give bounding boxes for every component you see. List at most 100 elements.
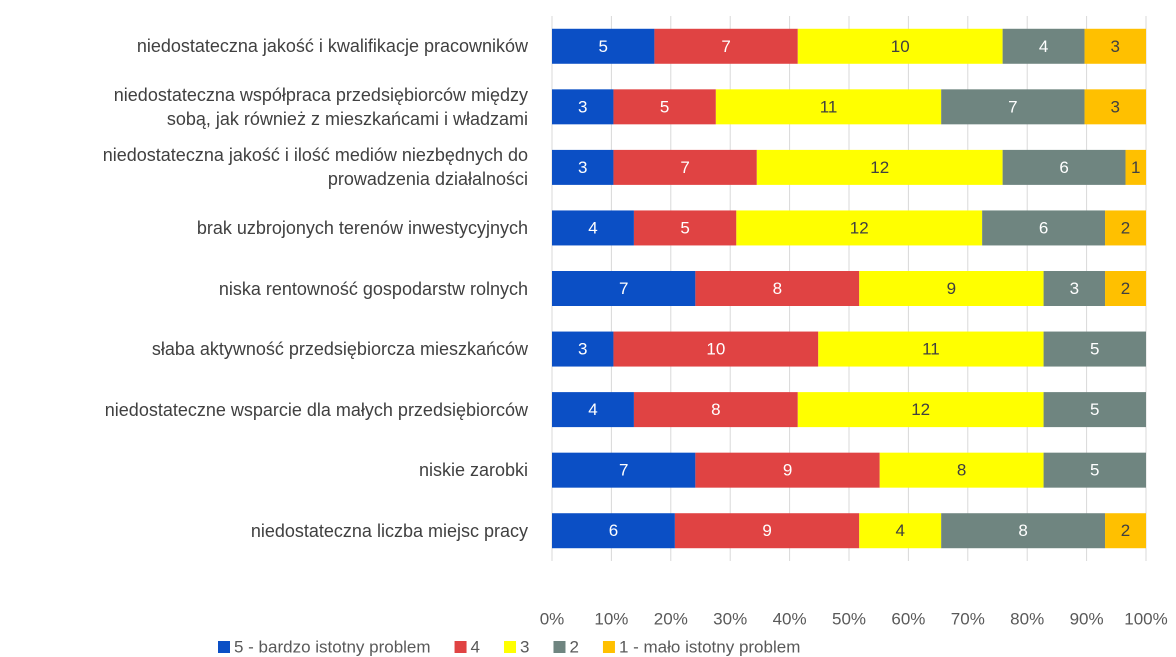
bar-segment: [879, 452, 1044, 488]
bar-segment: [1084, 28, 1146, 64]
bar-segment: [552, 149, 614, 185]
data-label: 7: [680, 158, 689, 177]
x-tick-label: 70%: [951, 609, 985, 628]
bar-segment: [756, 149, 1003, 185]
bar-segment: [674, 513, 860, 549]
data-label: 5: [598, 37, 607, 56]
bar-segment: [859, 513, 942, 549]
category-label: niedostateczna liczba miejsc pracy: [250, 520, 528, 541]
bar-segment: [982, 210, 1106, 246]
legend-swatch: [602, 641, 615, 653]
x-tick-label: 20%: [654, 609, 688, 628]
bar-segment: [941, 513, 1106, 549]
data-label: 7: [721, 37, 730, 56]
bar-segment: [654, 28, 798, 64]
bar-segment: [1084, 89, 1146, 125]
legend-label: 5 - bardzo istotny problem: [234, 637, 431, 656]
data-label: 9: [947, 279, 956, 298]
legend-swatch: [504, 641, 517, 653]
data-label: 10: [891, 37, 910, 56]
bar-segment: [613, 149, 757, 185]
data-label: 12: [870, 158, 889, 177]
data-label: 5: [680, 218, 689, 237]
legend-label: 2: [569, 637, 578, 656]
category-label: brak uzbrojonych terenów inwestycyjnych: [196, 217, 528, 238]
bar-segment: [1105, 513, 1146, 549]
data-label: 2: [1121, 218, 1130, 237]
bar-segment: [552, 89, 614, 125]
data-label: 9: [783, 461, 792, 480]
bar-segment: [633, 392, 798, 428]
bar-segment: [695, 271, 860, 306]
bar-segment: [797, 28, 1003, 64]
x-tick-label: 100%: [1124, 609, 1167, 628]
data-label: 8: [711, 400, 720, 419]
x-tick-label: 30%: [713, 609, 747, 628]
bar-segment: [797, 392, 1044, 428]
bar-segment: [1002, 149, 1126, 185]
data-label: 6: [1059, 158, 1068, 177]
data-label: 10: [706, 340, 725, 359]
bar-segment: [552, 271, 696, 306]
data-label: 2: [1121, 521, 1130, 540]
data-label: 3: [1111, 97, 1120, 116]
data-label: 3: [578, 158, 587, 177]
bar-segment: [1125, 149, 1146, 185]
legend-swatch: [454, 641, 467, 653]
data-label: 6: [1039, 218, 1048, 237]
bar-segment: [1105, 210, 1146, 246]
category-label: niedostateczna jakość i ilość mediów nie…: [102, 145, 528, 190]
bar-segment: [613, 331, 819, 367]
data-label: 5: [1090, 340, 1099, 359]
data-label: 3: [578, 340, 587, 359]
category-label: słaba aktywność przedsiębiorcza mieszkań…: [151, 339, 528, 360]
legend-label: 3: [520, 637, 529, 656]
x-tick-label: 80%: [1010, 609, 1044, 628]
data-label: 4: [588, 400, 597, 419]
data-label: 8: [1018, 521, 1027, 540]
x-tick-label: 40%: [773, 609, 807, 628]
bar-segment: [1105, 271, 1146, 306]
data-label: 1: [1131, 158, 1140, 177]
data-label: 3: [578, 97, 587, 116]
x-tick-label: 50%: [832, 609, 866, 628]
bar-segment: [818, 331, 1044, 367]
x-tick-label: 90%: [1070, 609, 1104, 628]
legend-swatch: [218, 641, 230, 653]
bar-segment: [859, 271, 1044, 306]
category-label: niedostateczne wsparcie dla małych przed…: [104, 399, 528, 420]
data-label: 11: [922, 340, 940, 359]
data-label: 9: [762, 521, 771, 540]
bar-segment: [1043, 271, 1106, 306]
data-label: 5: [660, 97, 669, 116]
bar-segment: [1043, 392, 1146, 428]
bar-segment: [715, 89, 942, 125]
bar-segment: [552, 210, 634, 246]
data-label: 8: [957, 461, 966, 480]
bar-segment: [736, 210, 983, 246]
bar-segment: [552, 452, 696, 488]
bar-segment: [552, 331, 614, 367]
bar-segment: [695, 452, 880, 488]
data-label: 11: [820, 97, 838, 116]
data-label: 7: [1008, 97, 1017, 116]
data-label: 12: [911, 400, 930, 419]
x-tick-label: 10%: [594, 609, 628, 628]
bar-segment: [552, 392, 634, 428]
data-label: 2: [1121, 279, 1130, 298]
data-label: 4: [895, 521, 904, 540]
data-label: 6: [609, 521, 618, 540]
bar-segment: [613, 89, 716, 125]
x-tick-label: 0%: [540, 609, 565, 628]
legend-label: 1 - mało istotny problem: [619, 637, 800, 656]
category-label: niska rentowność gospodarstw rolnych: [218, 278, 528, 299]
legend-label: 4: [471, 637, 480, 656]
data-label: 3: [1070, 279, 1079, 298]
data-label: 12: [850, 218, 869, 237]
x-tick-label: 60%: [891, 609, 925, 628]
category-label: niskie zarobki: [418, 460, 528, 481]
bar-segment: [552, 28, 655, 64]
bar-segment: [1043, 452, 1146, 488]
